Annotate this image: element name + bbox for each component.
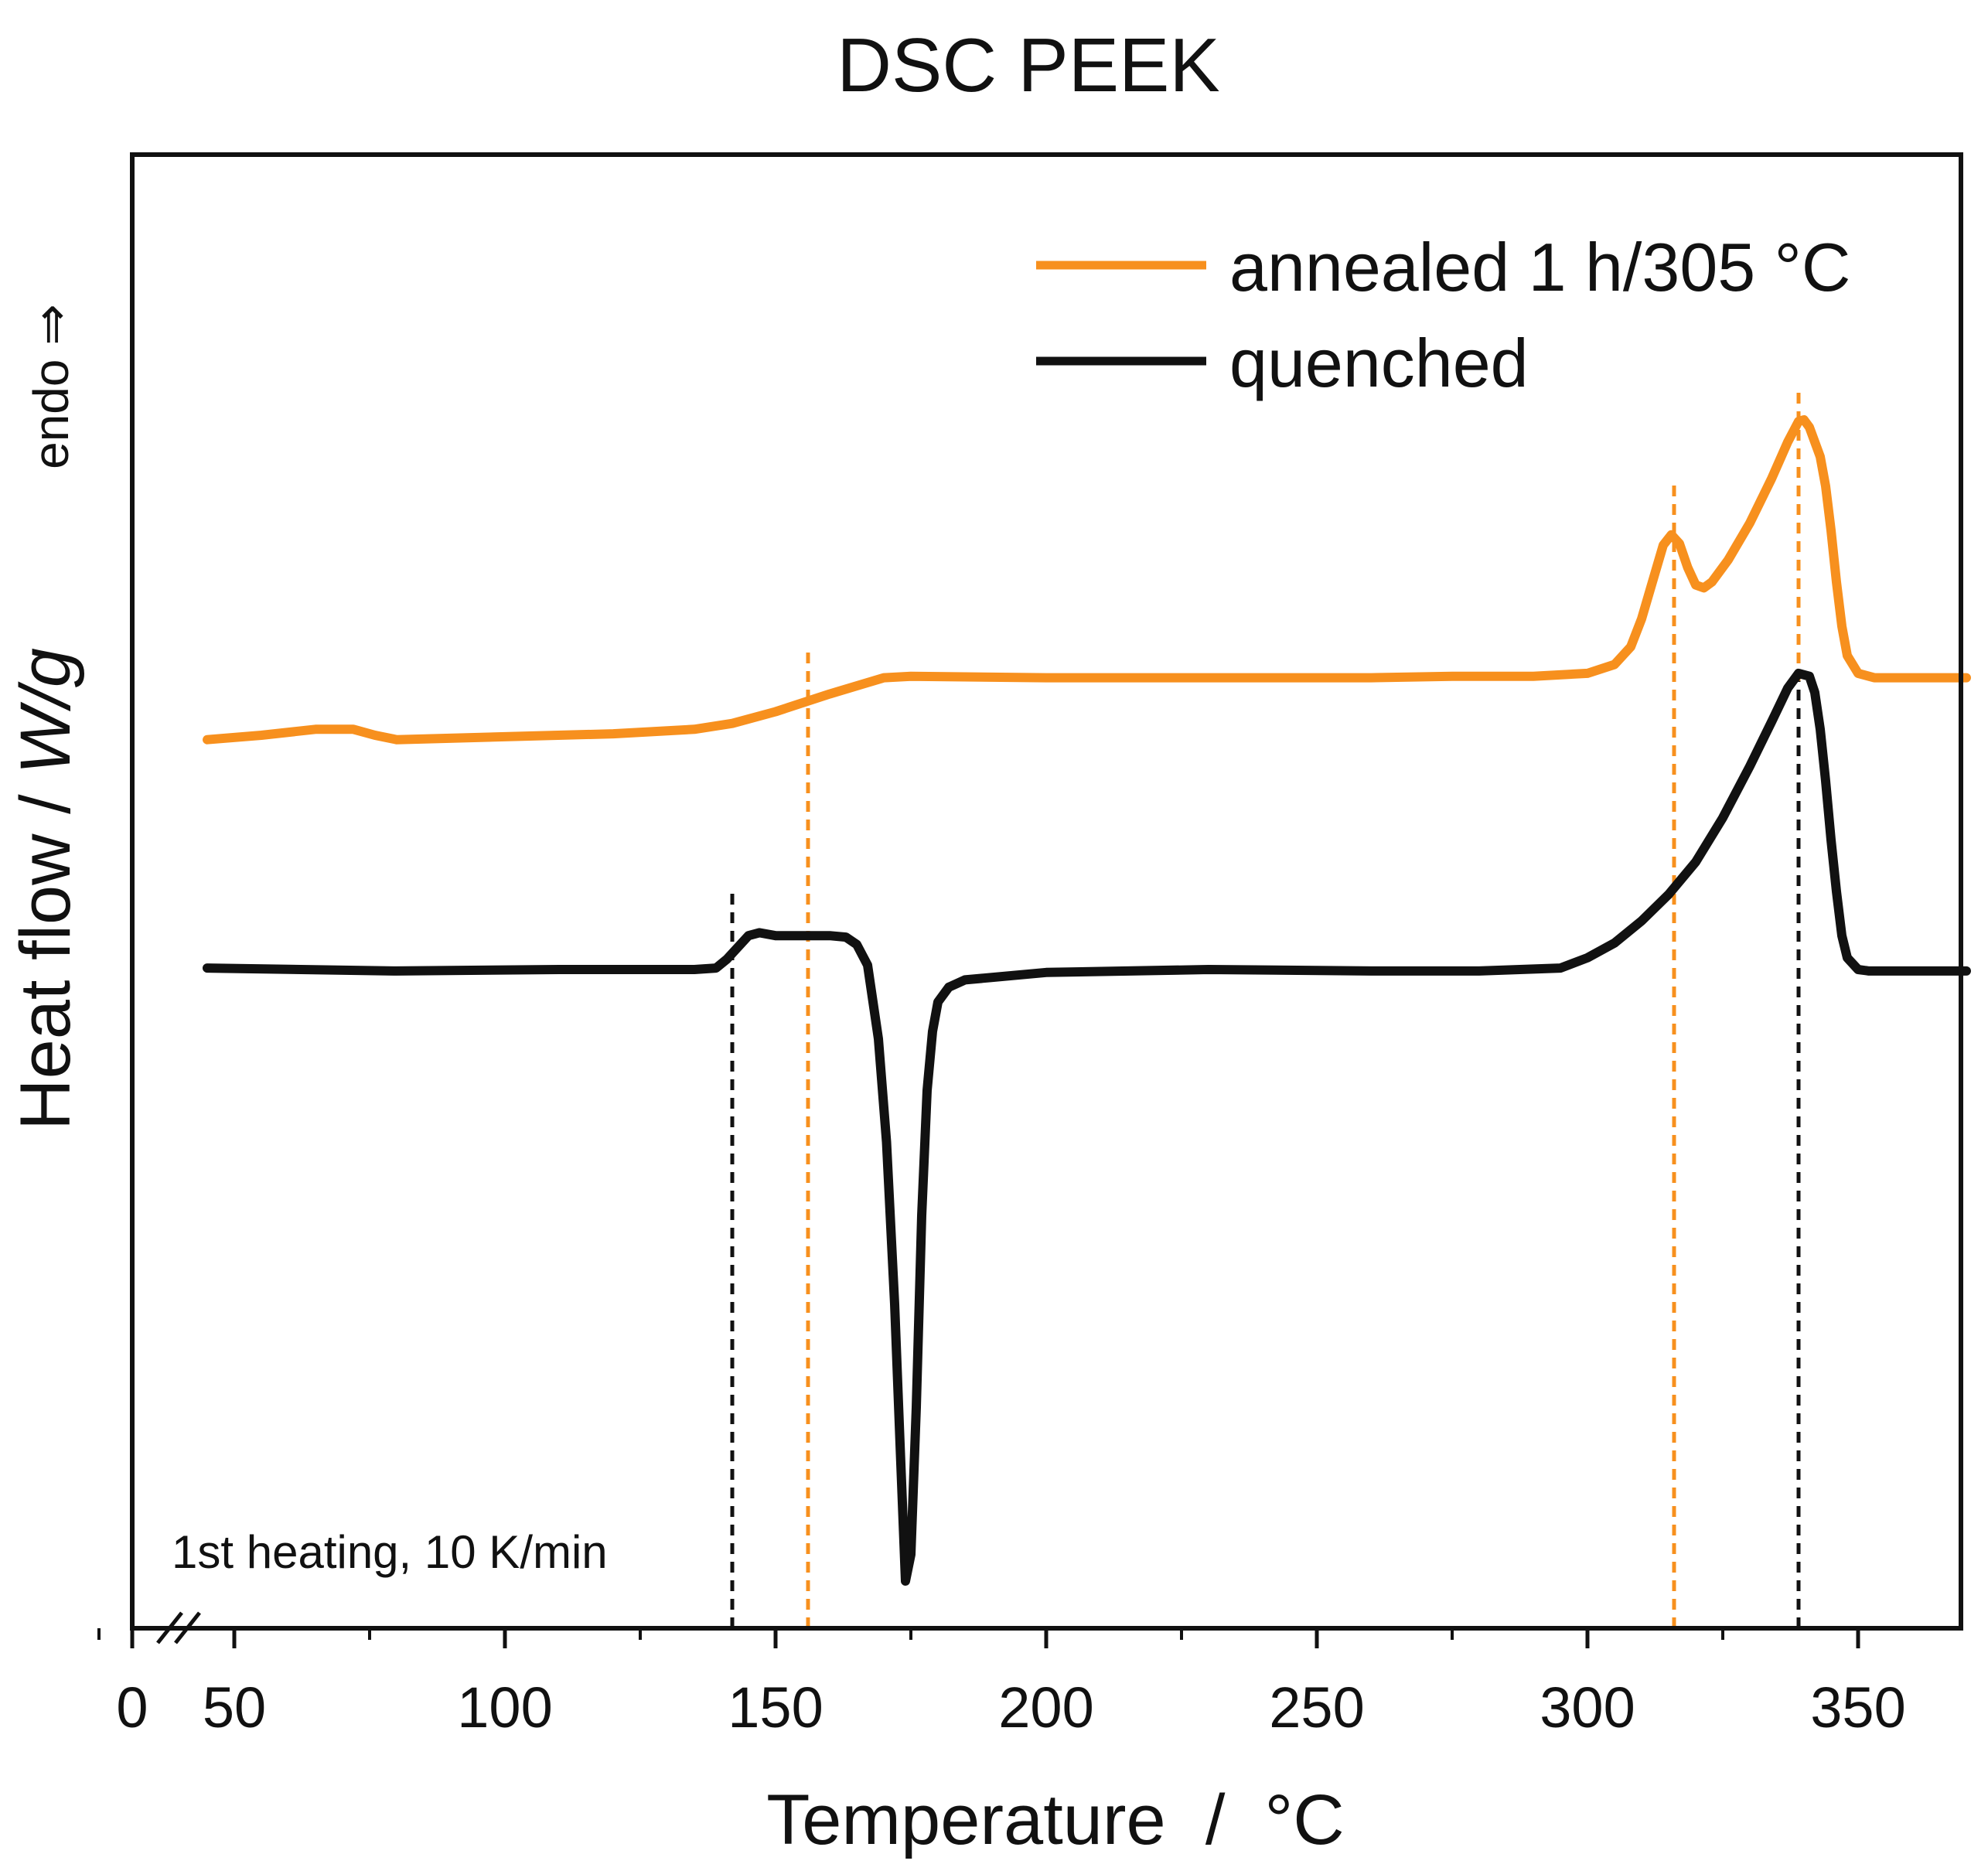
- x-tick-label-200: 200: [998, 1675, 1093, 1740]
- marker-lines: [730, 391, 1801, 1628]
- heating-annotation: 1st heating, 10 K/min: [172, 1526, 608, 1578]
- x-tick-label-300: 300: [1540, 1675, 1635, 1740]
- x-tick-label-250: 250: [1269, 1675, 1364, 1740]
- series-line-annealed: [203, 415, 1971, 745]
- x-axis-title: Temperature / °C: [766, 1781, 1345, 1859]
- legend-label-annealed: annealed 1 h/305 °C: [1229, 229, 1850, 305]
- y-axis-title: Heat flow / W/g: [6, 648, 85, 1130]
- x-tick-label-50: 50: [203, 1675, 266, 1740]
- y-axis-title-prefix: Heat flow /: [6, 775, 85, 1130]
- plot-frame: [130, 152, 1963, 1631]
- x-tick-label-350: 350: [1810, 1675, 1905, 1740]
- series-lines: [203, 415, 1971, 1586]
- chart-title: DSC PEEK: [837, 22, 1220, 107]
- legend-label-quenched: quenched: [1229, 325, 1529, 401]
- y-axis-title-unit: W/g: [6, 648, 85, 775]
- legend: annealed 1 h/305 °C quenched: [1036, 229, 1850, 401]
- x-axis-ticks: [97, 1628, 1860, 1648]
- endo-direction-label: endo ⇒: [23, 304, 79, 469]
- x-tick-label-150: 150: [728, 1675, 823, 1740]
- x-tick-label-100: 100: [457, 1675, 552, 1740]
- series-line-quenched: [203, 668, 1971, 1586]
- x-tick-label-0: 0: [116, 1675, 148, 1740]
- axis-break-marker: [156, 1611, 201, 1644]
